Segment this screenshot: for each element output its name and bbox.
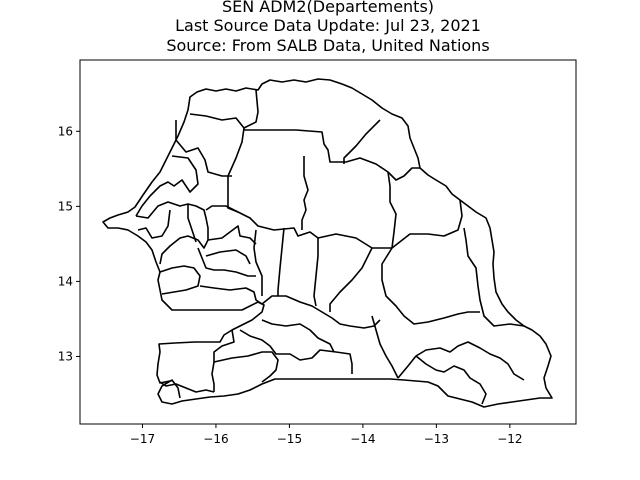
department-line (205, 249, 251, 265)
department-line (213, 351, 279, 383)
y-tick-label: 15 (58, 199, 73, 213)
department-line (313, 238, 319, 307)
department-line (135, 155, 199, 217)
x-tick-label: −16 (203, 432, 228, 446)
title-line-3: Source: From SALB Data, United Nations (166, 36, 489, 55)
department-line (175, 120, 232, 177)
department-line (381, 247, 480, 325)
department-line (329, 247, 373, 312)
x-tick-label: −14 (350, 432, 375, 446)
department-boundaries (102, 78, 553, 408)
country-outline (102, 78, 553, 408)
x-tick-label: −17 (130, 432, 155, 446)
department-line (159, 381, 215, 393)
department-line (343, 119, 381, 164)
department-line (187, 204, 197, 243)
y-axis-ticks: 13 14 15 16 (58, 124, 80, 363)
department-line (371, 315, 399, 379)
x-axis-ticks: −17 −16 −15 −14 −13 −12 (130, 424, 523, 446)
title-line-2: Last Source Data Update: Jul 23, 2021 (175, 16, 481, 35)
x-tick-label: −15 (277, 432, 302, 446)
department-line (159, 265, 201, 295)
department-line (415, 355, 487, 405)
department-line (207, 225, 257, 245)
department-line (261, 295, 381, 329)
department-line (243, 89, 259, 129)
department-line (261, 319, 335, 353)
department-line (197, 247, 256, 277)
figure-title: SEN ADM2(Departements) Last Source Data … (166, 0, 489, 55)
department-line (239, 329, 353, 374)
department-line (253, 229, 263, 296)
department-line (135, 201, 209, 265)
department-line (189, 113, 245, 177)
y-tick-label: 13 (58, 349, 73, 363)
department-line (137, 209, 171, 239)
department-line (244, 129, 420, 181)
department-line (161, 379, 181, 399)
axes-frame (79, 59, 577, 425)
y-tick-label: 14 (58, 274, 73, 288)
department-line (463, 227, 525, 327)
department-line (227, 176, 392, 249)
map-plot-area: −17 −16 −15 −14 −13 −12 13 14 15 16 (58, 59, 577, 446)
department-line (277, 227, 285, 296)
department-line (211, 329, 235, 392)
department-line (199, 285, 263, 305)
department-line (391, 199, 463, 249)
x-tick-label: −13 (424, 432, 449, 446)
department-line (301, 156, 309, 230)
x-tick-label: −12 (497, 432, 522, 446)
y-tick-label: 16 (58, 124, 73, 138)
department-line (205, 205, 239, 213)
department-line (397, 341, 525, 381)
title-line-1: SEN ADM2(Departements) (222, 0, 434, 16)
department-line (387, 171, 397, 249)
